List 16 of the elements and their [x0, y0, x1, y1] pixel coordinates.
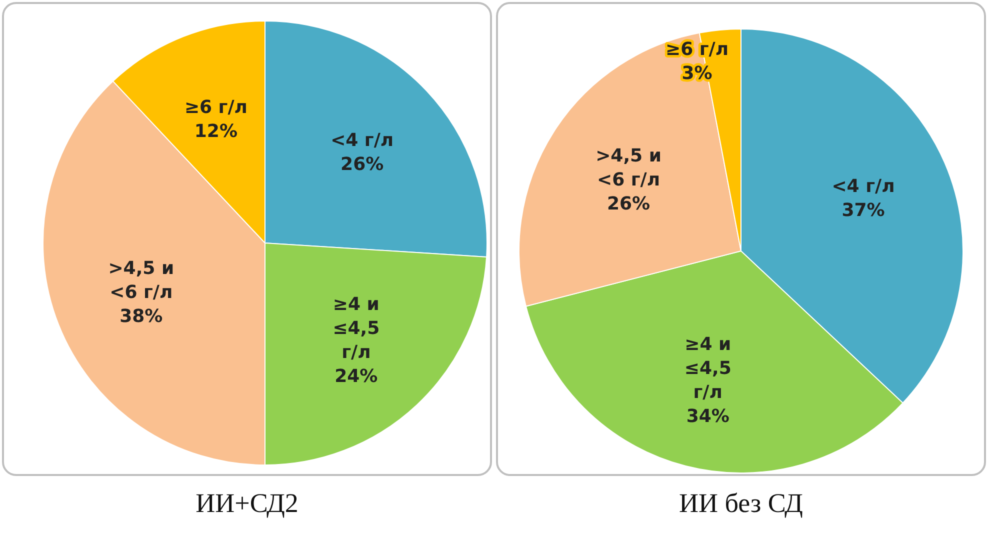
data-label: 26% [606, 193, 650, 214]
slice-label: >4,5 и <6 г/л [108, 258, 174, 303]
slice-label: ≥4 и ≤4,5 г/л [684, 334, 732, 403]
data-label: 12% [194, 120, 238, 142]
text: ИИ без СД [678, 488, 804, 519]
data-label: 26% [340, 153, 384, 174]
slice-label: ≥6 г/л [184, 96, 248, 118]
slice-label: ≥4 и ≤4,5 г/л [332, 294, 380, 363]
text: ИИ+СД2 [194, 488, 300, 519]
data-label: 37% [842, 200, 885, 221]
slice-label: <4 г/л [832, 176, 895, 197]
slice-label: >4,5 и <6 г/л [596, 145, 662, 190]
data-label: 38% [120, 306, 163, 327]
slice-label: <4 г/л [330, 129, 394, 150]
data-label: 24% [334, 366, 378, 387]
data-label: 34% [686, 406, 730, 427]
